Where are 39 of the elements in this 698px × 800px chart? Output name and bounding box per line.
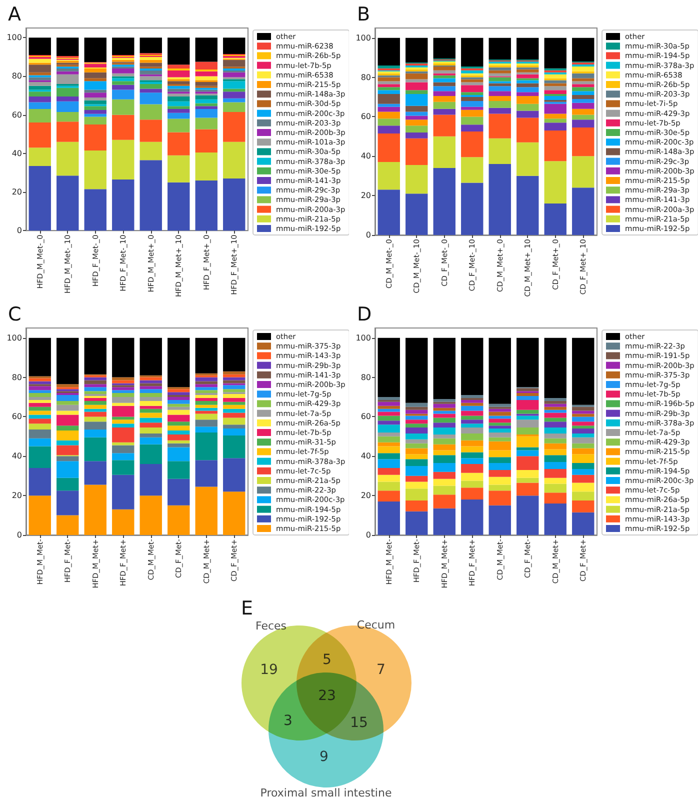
- y-tick-label: 20: [12, 491, 22, 500]
- y-tick-label: 0: [16, 530, 22, 540]
- y-tick-label: 60: [12, 412, 22, 422]
- y-tick-label: 40: [360, 452, 371, 461]
- chart-title: B: [357, 4, 370, 26]
- text: 19: [260, 662, 278, 678]
- text: Feces: [255, 620, 287, 632]
- text: 3: [284, 713, 292, 729]
- y-tick-label: 20: [12, 188, 22, 197]
- y-tick-label: 80: [12, 372, 22, 382]
- chart-title: C: [8, 304, 22, 326]
- text: Proximal small intestine: [260, 786, 392, 800]
- text: 9: [320, 749, 328, 765]
- chart-title: D: [357, 304, 372, 326]
- text: 15: [350, 715, 368, 731]
- y-tick-label: 20: [360, 491, 371, 500]
- y-tick-label: 100: [6, 333, 22, 342]
- text: 7: [376, 662, 386, 678]
- y-tick-label: 40: [360, 152, 371, 161]
- y-tick-label: 100: [6, 33, 22, 42]
- y-tick-label: 80: [360, 72, 371, 82]
- y-tick-label: 40: [12, 148, 22, 158]
- y-tick-label: 40: [12, 452, 22, 461]
- y-tick-label: 60: [12, 110, 22, 120]
- y-tick-label: 80: [360, 372, 371, 382]
- y-tick-label: 100: [356, 333, 371, 342]
- y-tick-label: 0: [366, 530, 371, 540]
- text: 5: [322, 652, 332, 668]
- y-tick-label: 100: [356, 33, 371, 42]
- y-tick-label: 60: [360, 112, 371, 122]
- chart-title: A: [8, 4, 21, 26]
- y-tick-label: 60: [360, 412, 371, 422]
- y-tick-label: 0: [366, 230, 371, 240]
- y-tick-label: 0: [16, 226, 22, 236]
- y-tick-label: 80: [12, 72, 22, 81]
- text: E: [241, 598, 254, 620]
- text: Cecum: [356, 618, 396, 632]
- y-tick-label: 20: [360, 191, 371, 200]
- text: 23: [318, 688, 336, 704]
